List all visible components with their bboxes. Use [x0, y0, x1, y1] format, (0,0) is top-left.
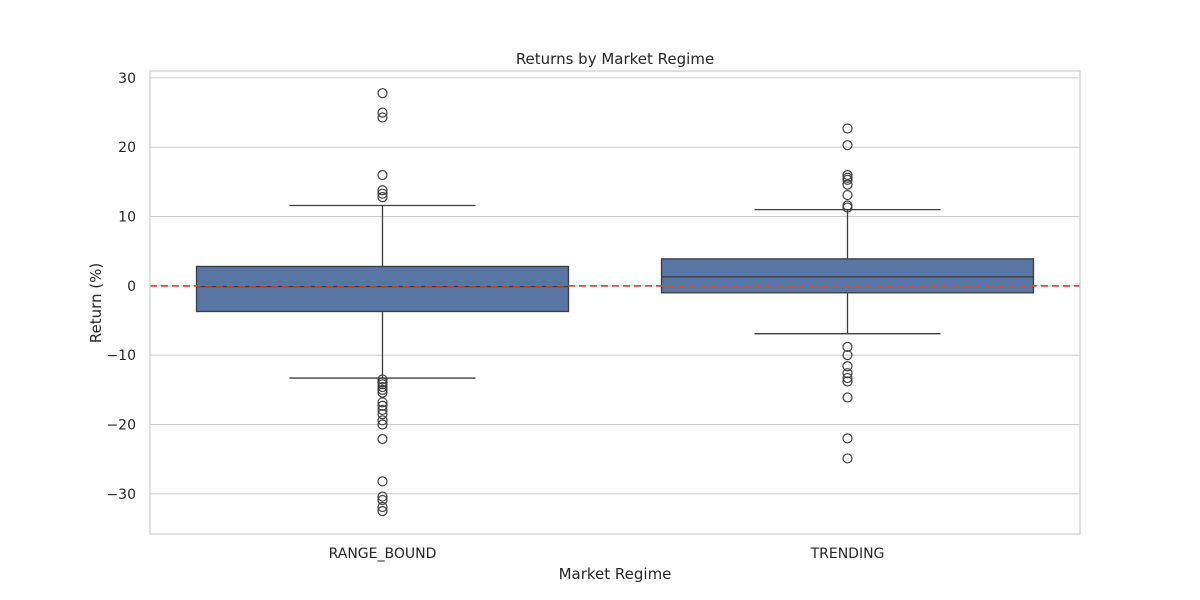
outlier-point — [377, 476, 388, 487]
x-tick-label: RANGE_BOUND — [329, 546, 437, 562]
outlier-point — [377, 185, 388, 196]
outlier-point — [842, 433, 853, 444]
outlier-point — [842, 368, 853, 379]
outlier-point — [377, 419, 388, 430]
chart-title: Returns by Market Regime — [516, 50, 714, 68]
outlier-point — [377, 169, 388, 181]
outlier-point — [377, 381, 388, 393]
outlier-point — [377, 88, 388, 99]
outlier-point — [377, 387, 388, 398]
outlier-point — [842, 372, 853, 384]
y-tick-label: −10 — [106, 348, 136, 364]
outlier-point — [377, 501, 388, 513]
outlier-point — [842, 392, 853, 403]
x-axis-label: Market Regime — [559, 565, 672, 583]
y-tick-label: 20 — [118, 140, 136, 156]
plot-frame — [149, 70, 1081, 535]
outlier-point — [377, 491, 388, 502]
y-axis-label: Return (%) — [87, 263, 105, 344]
outlier-point — [377, 433, 388, 445]
y-tick-label: 10 — [118, 210, 136, 226]
iqr-box — [660, 258, 1035, 294]
y-axis-ticks: 30 20 10 0 −10 −20 −30 — [106, 71, 136, 503]
outlier-point — [842, 179, 853, 190]
outlier-point — [377, 506, 388, 517]
box-group-range-bound — [195, 88, 570, 517]
outlier-point — [377, 112, 388, 123]
outlier-point — [842, 169, 853, 181]
y-tick-label: −20 — [106, 417, 136, 433]
outlier-point — [842, 189, 853, 201]
outlier-point — [842, 174, 853, 185]
outlier-point — [377, 404, 388, 416]
y-tick-label: 0 — [127, 279, 136, 295]
outlier-point — [842, 140, 853, 151]
outlier-point — [377, 415, 388, 426]
outlier-point — [377, 107, 388, 118]
outlier-point — [842, 376, 853, 387]
outlier-point — [842, 341, 853, 352]
outlier-point — [842, 200, 853, 211]
outlier-point — [377, 374, 388, 385]
outlier-point — [842, 361, 853, 372]
outlier-point — [377, 379, 388, 390]
x-axis-ticks: RANGE_BOUND TRENDING — [329, 546, 885, 562]
outlier-point — [377, 192, 388, 203]
y-tick-label: −30 — [106, 487, 136, 503]
outlier-point — [377, 494, 388, 506]
outlier-point — [377, 408, 388, 420]
outlier-point — [377, 400, 388, 411]
outlier-point — [377, 188, 388, 199]
outlier-point — [377, 384, 388, 395]
box-group-trending — [660, 123, 1035, 464]
boxes — [195, 88, 1035, 517]
outlier-point — [842, 453, 853, 464]
x-tick-label: TRENDING — [810, 546, 885, 562]
outlier-point — [842, 350, 853, 361]
outlier-point — [842, 123, 853, 134]
outlier-point — [377, 397, 388, 408]
iqr-box — [195, 265, 570, 313]
outlier-point — [842, 202, 853, 213]
y-tick-label: 30 — [118, 71, 136, 87]
